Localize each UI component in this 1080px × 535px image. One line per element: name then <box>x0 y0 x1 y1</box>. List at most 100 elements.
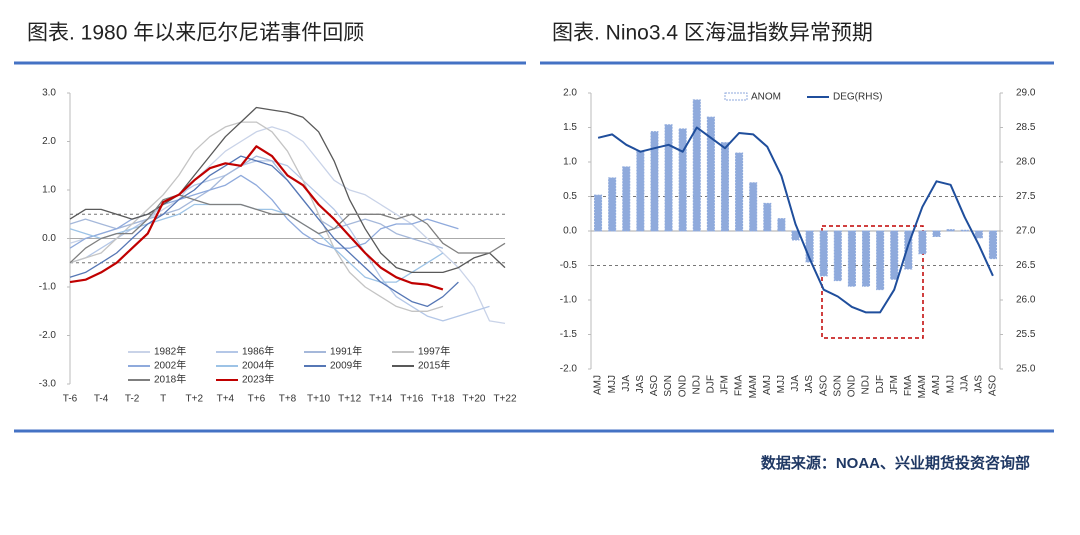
x-tick-label: T+2 <box>186 394 204 405</box>
y-tick-label: 1.0 <box>42 185 56 196</box>
bar <box>861 230 871 287</box>
y-tick-label: -2.0 <box>560 364 578 375</box>
y2-tick-label: 26.5 <box>1016 260 1036 271</box>
y2-tick-label: 26.0 <box>1016 295 1036 306</box>
x-tick-label: FMA <box>734 375 745 396</box>
bar <box>692 99 701 232</box>
y-tick-label: -2.0 <box>39 330 57 341</box>
bar <box>847 230 856 287</box>
y-tick-label: -3.0 <box>39 379 57 390</box>
bar <box>622 166 631 232</box>
y-tick-label: 0.5 <box>563 191 577 202</box>
x-tick-label: JJA <box>790 375 801 392</box>
x-tick-label: SON <box>663 375 674 397</box>
legend-label: 2009年 <box>330 359 362 372</box>
x-tick-label: DJF <box>875 375 886 393</box>
chart-title: 图表. 1980 年以来厄尔尼诺事件回顾 <box>27 22 364 45</box>
data-line <box>69 194 506 264</box>
data-line <box>69 106 506 274</box>
x-tick-label: JAS <box>973 375 984 394</box>
x-tick-label: JJA <box>621 375 632 392</box>
legend-label: ANOM <box>751 92 781 103</box>
source-note: 数据来源：NOAA、兴业期货投资咨询部 <box>761 454 1030 472</box>
x-tick-label: OND <box>847 375 858 397</box>
legend-label: 1982年 <box>154 345 186 358</box>
y-tick-label: 0.0 <box>42 233 56 244</box>
y-tick-label: -0.5 <box>560 260 578 271</box>
legend-label: 2018年 <box>154 373 186 386</box>
x-tick-label: ASO <box>988 375 999 396</box>
bar <box>720 142 730 232</box>
y-tick-label: -1.0 <box>560 295 578 306</box>
legend-label: 2023年 <box>242 373 274 386</box>
x-tick-label: DJF <box>706 375 717 393</box>
x-tick-label: AMJ <box>762 375 773 395</box>
bar <box>706 116 715 232</box>
x-tick-label: T+4 <box>217 394 235 405</box>
x-tick-label: T-6 <box>63 394 78 405</box>
legend-swatch <box>724 92 748 101</box>
bar <box>749 182 758 232</box>
x-tick-label: NDJ <box>861 375 872 394</box>
bar <box>791 230 800 241</box>
legend-label: 1991年 <box>330 345 362 358</box>
y2-tick-label: 27.0 <box>1016 226 1036 237</box>
x-tick-label: T+12 <box>338 394 362 405</box>
bar <box>805 230 814 263</box>
bar <box>650 131 659 232</box>
x-tick-label: MJJ <box>776 375 787 393</box>
x-tick-label: MJJ <box>945 375 956 393</box>
bar <box>608 177 617 232</box>
data-line <box>69 126 506 325</box>
bar <box>890 230 899 280</box>
bar <box>833 230 842 282</box>
x-tick-label: T+16 <box>400 394 424 405</box>
legend-label: 1986年 <box>242 345 274 358</box>
bar <box>735 152 744 232</box>
y2-tick-label: 28.0 <box>1016 157 1036 168</box>
bar <box>876 230 885 291</box>
y-tick-label: 0.0 <box>563 226 577 237</box>
y-tick-label: 2.0 <box>42 136 56 147</box>
x-tick-label: AMJ <box>593 375 604 395</box>
chart-title: 图表. Nino3.4 区海温指数异常预期 <box>552 22 873 45</box>
y-tick-label: -1.0 <box>39 282 57 293</box>
legend-label: 2002年 <box>154 359 186 372</box>
x-tick-label: ASO <box>649 375 660 396</box>
x-tick-label: OND <box>677 375 688 397</box>
bar <box>946 229 955 232</box>
x-tick-label: SON <box>832 375 843 397</box>
x-tick-label: ASO <box>818 375 829 396</box>
legend-label: 2015年 <box>418 359 450 372</box>
legend-label: 1997年 <box>418 345 450 358</box>
highlight-box <box>821 225 924 339</box>
y2-tick-label: 25.0 <box>1016 364 1036 375</box>
bar <box>763 202 772 232</box>
x-tick-label: MJJ <box>607 375 618 393</box>
x-tick-label: MAM <box>748 375 759 398</box>
data-line <box>69 145 444 291</box>
x-tick-label: AMJ <box>931 375 942 395</box>
bar <box>932 230 941 238</box>
x-tick-label: JAS <box>635 375 646 394</box>
bar <box>777 218 786 232</box>
bar <box>904 230 913 270</box>
y-tick-label: -1.5 <box>560 329 578 340</box>
x-tick-label: JFM <box>889 375 900 394</box>
x-tick-label: T+8 <box>279 394 297 405</box>
data-line <box>597 126 994 314</box>
y2-tick-label: 29.0 <box>1016 88 1036 99</box>
x-tick-label: T+6 <box>248 394 266 405</box>
y-tick-label: 2.0 <box>563 88 577 99</box>
x-tick-label: T+22 <box>493 394 517 405</box>
x-tick-label: T+14 <box>369 394 393 405</box>
y2-tick-label: 28.5 <box>1016 122 1036 133</box>
x-tick-label: T-4 <box>94 394 109 405</box>
x-tick-label: T-2 <box>125 394 140 405</box>
y-tick-label: 1.5 <box>563 122 577 133</box>
x-tick-label: JAS <box>804 375 815 394</box>
bar <box>974 230 983 239</box>
bar <box>664 124 673 232</box>
